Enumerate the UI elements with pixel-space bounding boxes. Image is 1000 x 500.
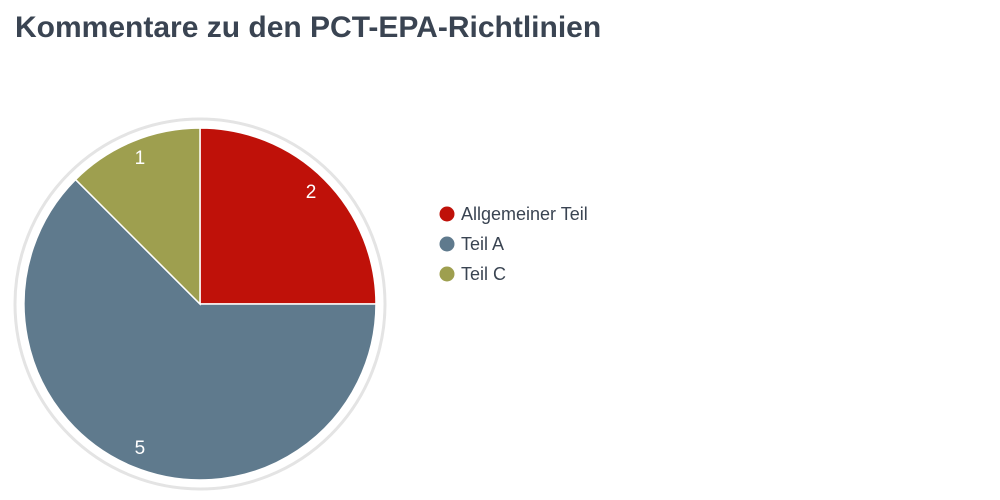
legend-marker: [440, 237, 455, 252]
slice-label: 2: [306, 182, 317, 203]
legend-label: Allgemeiner Teil: [461, 204, 588, 224]
legend-marker: [440, 267, 455, 282]
slice-label: 5: [135, 438, 146, 459]
slice-label: 1: [135, 148, 146, 169]
chart-title: Kommentare zu den PCT-EPA-Richtlinien: [15, 11, 601, 44]
pie-slice: [200, 128, 376, 304]
legend-marker: [440, 207, 455, 222]
legend-label: Teil A: [461, 234, 504, 254]
legend-label: Teil C: [461, 264, 506, 284]
